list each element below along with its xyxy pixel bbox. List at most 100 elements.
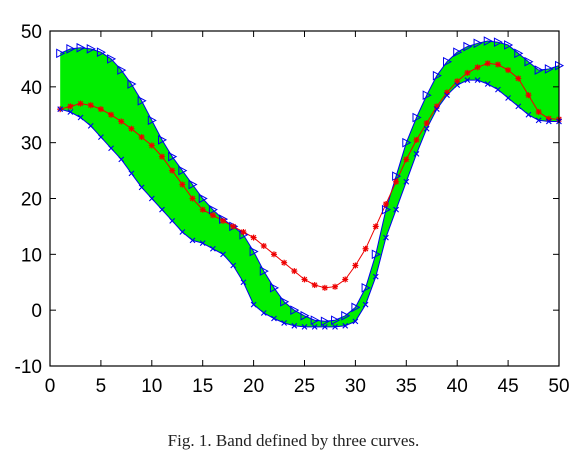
- upper-curve-point: [544, 64, 554, 74]
- x-stroke: [362, 301, 369, 308]
- upper-curve-point: [208, 204, 218, 215]
- lower-curve-point: [332, 324, 338, 330]
- lower-curve-point: [159, 206, 165, 213]
- lower-curve-point: [372, 273, 379, 280]
- x-stroke: [352, 318, 359, 325]
- x-stroke: [138, 184, 145, 191]
- lower-curve-point: [179, 229, 186, 235]
- middle-curve-point: [220, 217, 227, 224]
- lower-curve-point: [199, 240, 206, 247]
- upper-curve-point: [76, 42, 86, 53]
- star-stroke: [179, 181, 186, 188]
- x-stroke: [199, 240, 206, 247]
- x-stroke: [342, 322, 349, 329]
- upper-curve-point: [269, 283, 280, 293]
- lower-curve-point: [393, 206, 400, 213]
- x-stroke: [464, 77, 471, 84]
- x-stroke: [169, 217, 176, 224]
- x-stroke: [433, 106, 440, 113]
- x-stroke: [118, 156, 125, 163]
- x-stroke: [525, 111, 532, 118]
- upper-curve-point: [361, 283, 371, 293]
- upper-curve-point: [392, 171, 402, 182]
- star-stroke: [271, 251, 277, 258]
- middle-curve-point: [464, 69, 471, 76]
- x-stroke: [220, 251, 226, 258]
- lower-curve-point: [444, 92, 450, 99]
- lower-curve-point: [464, 77, 471, 84]
- lower-curve-point: [433, 106, 440, 113]
- figure-caption: Fig. 1. Band defined by three curves.: [167, 431, 420, 450]
- lower-curve-point: [515, 103, 522, 110]
- middle-curve-point: [189, 195, 196, 202]
- star-stroke: [98, 106, 104, 112]
- upper-curve-point: [351, 302, 361, 313]
- lower-curve-point: [220, 251, 226, 258]
- x-stroke: [423, 125, 430, 132]
- x-stroke: [393, 206, 400, 213]
- x-tick-label: 45: [498, 376, 519, 397]
- x-stroke: [372, 273, 379, 280]
- star-stroke: [230, 223, 236, 230]
- middle-curve-point: [97, 106, 104, 113]
- series-markers-layer: [56, 36, 565, 330]
- middle-curve-point: [260, 242, 267, 249]
- lower-curve-point: [250, 301, 257, 308]
- lower-curve-point: [57, 106, 64, 113]
- x-stroke: [240, 279, 247, 286]
- upper-curve-point: [463, 41, 473, 52]
- x-tick-label: 30: [345, 376, 366, 397]
- x-tick-label: 10: [141, 376, 162, 397]
- star-stroke: [515, 75, 522, 82]
- star-stroke: [128, 125, 135, 132]
- x-stroke: [250, 301, 257, 308]
- x-tick-label: 40: [447, 376, 468, 397]
- x-stroke: [281, 320, 288, 326]
- upper-curve-point: [300, 310, 310, 321]
- upper-curve-point: [147, 115, 157, 126]
- upper-curve-point: [483, 36, 493, 46]
- star-stroke: [332, 283, 338, 290]
- lower-curve-point: [403, 178, 410, 185]
- x-stroke: [444, 92, 450, 99]
- x-stroke: [230, 262, 237, 269]
- middle-curve-point: [77, 100, 84, 107]
- star-stroke: [352, 262, 359, 269]
- middle-curve-point: [393, 178, 400, 185]
- middle-curve-point: [494, 61, 501, 68]
- star-stroke: [118, 118, 124, 125]
- star-stroke: [189, 195, 196, 202]
- x-stroke: [311, 324, 318, 330]
- x-stroke: [189, 237, 196, 244]
- middle-curve-point: [240, 229, 247, 235]
- upper-curve-point: [117, 65, 127, 75]
- lower-curve-point: [352, 318, 359, 325]
- upper-curve-point: [188, 179, 198, 190]
- lower-curve-point: [209, 245, 216, 252]
- y-tick-label: 20: [21, 190, 42, 211]
- upper-curve-point: [249, 246, 259, 257]
- star-stroke: [485, 60, 491, 67]
- upper-curve-point: [56, 48, 66, 59]
- x-tick-label: 50: [548, 376, 569, 397]
- x-stroke: [148, 195, 155, 202]
- lower-curve-point: [260, 310, 267, 316]
- middle-curve-point: [332, 283, 339, 290]
- lower-curve-point: [525, 111, 532, 118]
- x-tick-label: 35: [396, 376, 417, 397]
- star-stroke: [210, 212, 216, 218]
- x-tick-label: 25: [294, 376, 315, 397]
- x-stroke: [108, 145, 114, 152]
- lower-curve-point: [342, 322, 349, 329]
- star-stroke: [281, 259, 287, 266]
- middle-curve-point: [281, 259, 288, 266]
- x-stroke: [505, 95, 511, 101]
- star-stroke: [474, 64, 481, 71]
- x-stroke: [179, 229, 186, 235]
- x-stroke: [484, 81, 491, 87]
- star-stroke: [149, 142, 155, 149]
- middle-curve-point: [362, 245, 369, 252]
- middle-curve-point: [454, 78, 461, 85]
- lower-curve-point: [291, 322, 298, 329]
- lower-curve-point: [230, 262, 237, 269]
